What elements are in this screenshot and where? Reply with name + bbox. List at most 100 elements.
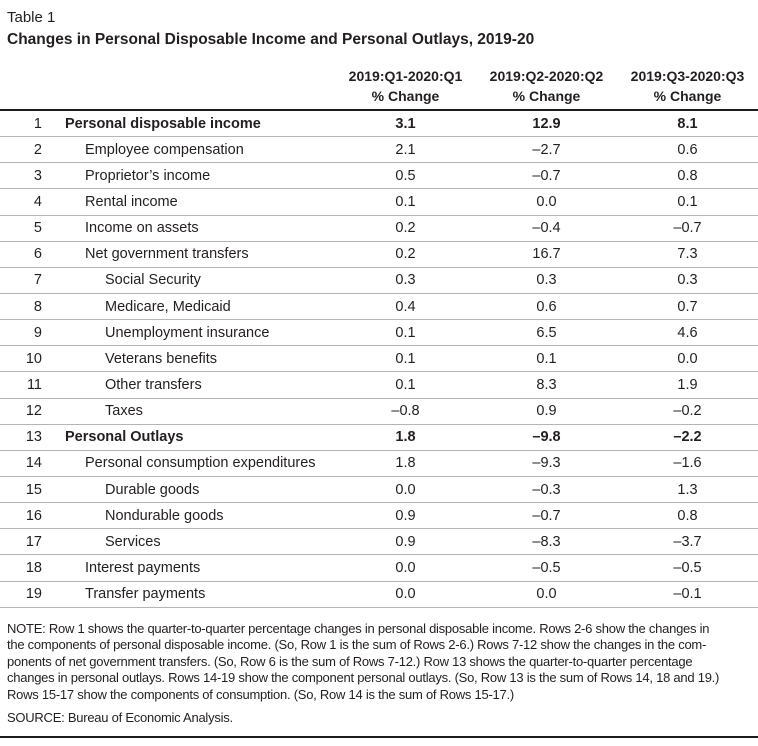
note-line: the components of personal disposable in… [7, 637, 707, 653]
table-row: 11 Other transfers 0.1 8.3 1.9 [0, 372, 758, 399]
row-value-q2: –0.7 [532, 167, 561, 184]
row-value-q2: 6.5 [536, 324, 557, 341]
table-row: 2 Employee compensation 2.1 –2.7 0.6 [0, 137, 758, 164]
table-note: NOTE: Row 1 shows the quarter-to-quarter… [7, 621, 758, 704]
table-number-label: Table 1 [7, 9, 56, 26]
row-label: Transfer payments [85, 586, 206, 603]
row-value-q2: 0.9 [536, 403, 557, 420]
row-value-q2: 0.3 [536, 272, 557, 289]
row-number: 14 [25, 455, 42, 472]
row-value-q1: 0.2 [395, 246, 416, 263]
column-header-q3: 2019:Q3-2020:Q3 % Change [617, 66, 758, 106]
row-value-q2: –0.5 [532, 559, 561, 576]
row-number: 8 [33, 298, 42, 315]
row-value-q3: 0.8 [677, 507, 698, 524]
row-number: 1 [33, 115, 42, 132]
row-value-q2: –9.8 [532, 429, 561, 446]
table-row: 10 Veterans benefits 0.1 0.1 0.0 [0, 346, 758, 373]
row-value-q2: –0.4 [532, 220, 561, 237]
table-row: 7 Social Security 0.3 0.3 0.3 [0, 268, 758, 294]
note-line: ponents of net government transfers. (So… [7, 653, 693, 669]
row-value-q1: 0.1 [395, 376, 416, 393]
row-label: Personal disposable income [65, 115, 261, 132]
table-top-rule [0, 109, 758, 111]
table-row: 3 Proprietor’s income 0.5 –0.7 0.8 [0, 163, 758, 190]
row-label: Income on assets [85, 220, 199, 237]
row-value-q1: 0.5 [395, 167, 416, 184]
row-number: 6 [33, 246, 42, 263]
table-row: 8 Medicare, Medicaid 0.4 0.6 0.7 [0, 294, 758, 321]
table-row: 9 Unemployment insurance 0.1 6.5 4.6 [0, 320, 758, 347]
row-number: 12 [25, 403, 42, 420]
row-label: Interest payments [85, 559, 201, 576]
page-bottom-rule [0, 736, 758, 739]
row-value-q3: –0.2 [673, 403, 702, 420]
column-header-period: 2019:Q3-2020:Q3 [630, 68, 745, 84]
row-label: Taxes [105, 403, 143, 420]
row-value-q3: 7.3 [677, 246, 698, 263]
row-value-q1: 0.2 [395, 220, 416, 237]
row-label: Nondurable goods [105, 507, 224, 524]
row-value-q2: –0.3 [532, 481, 561, 498]
row-label: Unemployment insurance [105, 324, 270, 341]
row-number: 19 [25, 586, 42, 603]
row-value-q2: 8.3 [536, 376, 557, 393]
row-value-q3: –0.7 [673, 220, 702, 237]
note-line: NOTE: Row 1 shows the quarter-to-quarter… [7, 620, 710, 636]
table-row: 6 Net government transfers 0.2 16.7 7.3 [0, 242, 758, 268]
row-label: Other transfers [105, 376, 202, 393]
row-value-q3: 1.3 [677, 481, 698, 498]
table-row: 15 Durable goods 0.0 –0.3 1.3 [0, 477, 758, 504]
row-number: 18 [25, 559, 42, 576]
row-value-q3: –3.7 [673, 533, 702, 550]
row-label: Proprietor’s income [85, 167, 211, 184]
row-number: 17 [25, 533, 42, 550]
row-value-q3: 0.0 [677, 350, 698, 367]
row-value-q2: –2.7 [532, 141, 561, 158]
table-row: 13 Personal Outlays 1.8 –9.8 –2.2 [0, 425, 758, 451]
row-number: 3 [33, 167, 42, 184]
column-header-period: 2019:Q1-2020:Q1 [348, 68, 463, 84]
row-value-q2: 12.9 [532, 115, 561, 132]
row-number: 10 [25, 350, 42, 367]
row-value-q1: –0.8 [391, 403, 420, 420]
table-row: 5 Income on assets 0.2 –0.4 –0.7 [0, 216, 758, 242]
row-number: 13 [25, 429, 42, 446]
row-value-q3: 0.7 [677, 298, 698, 315]
table-row: 16 Nondurable goods 0.9 –0.7 0.8 [0, 503, 758, 530]
table-row: 1 Personal disposable income 3.1 12.9 8.… [0, 111, 758, 138]
row-value-q1: 0.1 [395, 350, 416, 367]
row-value-q2: 0.1 [536, 350, 557, 367]
row-value-q2: –8.3 [532, 533, 561, 550]
row-value-q1: 0.1 [395, 193, 416, 210]
row-value-q3: –0.1 [673, 586, 702, 603]
row-number: 4 [33, 193, 42, 210]
row-value-q2: 0.6 [536, 298, 557, 315]
row-label: Rental income [85, 193, 178, 210]
table-rows: 1 Personal disposable income 3.1 12.9 8.… [0, 111, 758, 608]
row-number: 11 [26, 376, 42, 393]
row-value-q2: 0.0 [536, 193, 557, 210]
row-value-q1: 0.0 [395, 559, 416, 576]
row-value-q3: 0.1 [677, 193, 698, 210]
row-label: Medicare, Medicaid [105, 298, 231, 315]
row-value-q2: –9.3 [532, 455, 561, 472]
table-row: 17 Services 0.9 –8.3 –3.7 [0, 529, 758, 556]
row-value-q1: 0.3 [395, 272, 416, 289]
row-label: Durable goods [105, 481, 200, 498]
table-row: 4 Rental income 0.1 0.0 0.1 [0, 189, 758, 216]
row-label: Personal Outlays [65, 429, 184, 446]
row-value-q3: –1.6 [673, 455, 702, 472]
table-row: 19 Transfer payments 0.0 0.0 –0.1 [0, 582, 758, 608]
column-headers: 2019:Q1-2020:Q1 % Change 2019:Q2-2020:Q2… [0, 66, 758, 106]
row-value-q3: –2.2 [673, 429, 702, 446]
row-value-q1: 2.1 [395, 141, 416, 158]
row-label: Net government transfers [85, 246, 249, 263]
column-header-q2: 2019:Q2-2020:Q2 % Change [476, 66, 617, 106]
row-value-q3: 0.3 [677, 272, 698, 289]
row-label: Veterans benefits [105, 350, 218, 367]
note-line: changes in personal outlays. Rows 14-19 … [7, 670, 720, 686]
row-label: Services [105, 533, 161, 550]
row-value-q1: 1.8 [395, 455, 416, 472]
row-value-q1: 0.4 [395, 298, 416, 315]
